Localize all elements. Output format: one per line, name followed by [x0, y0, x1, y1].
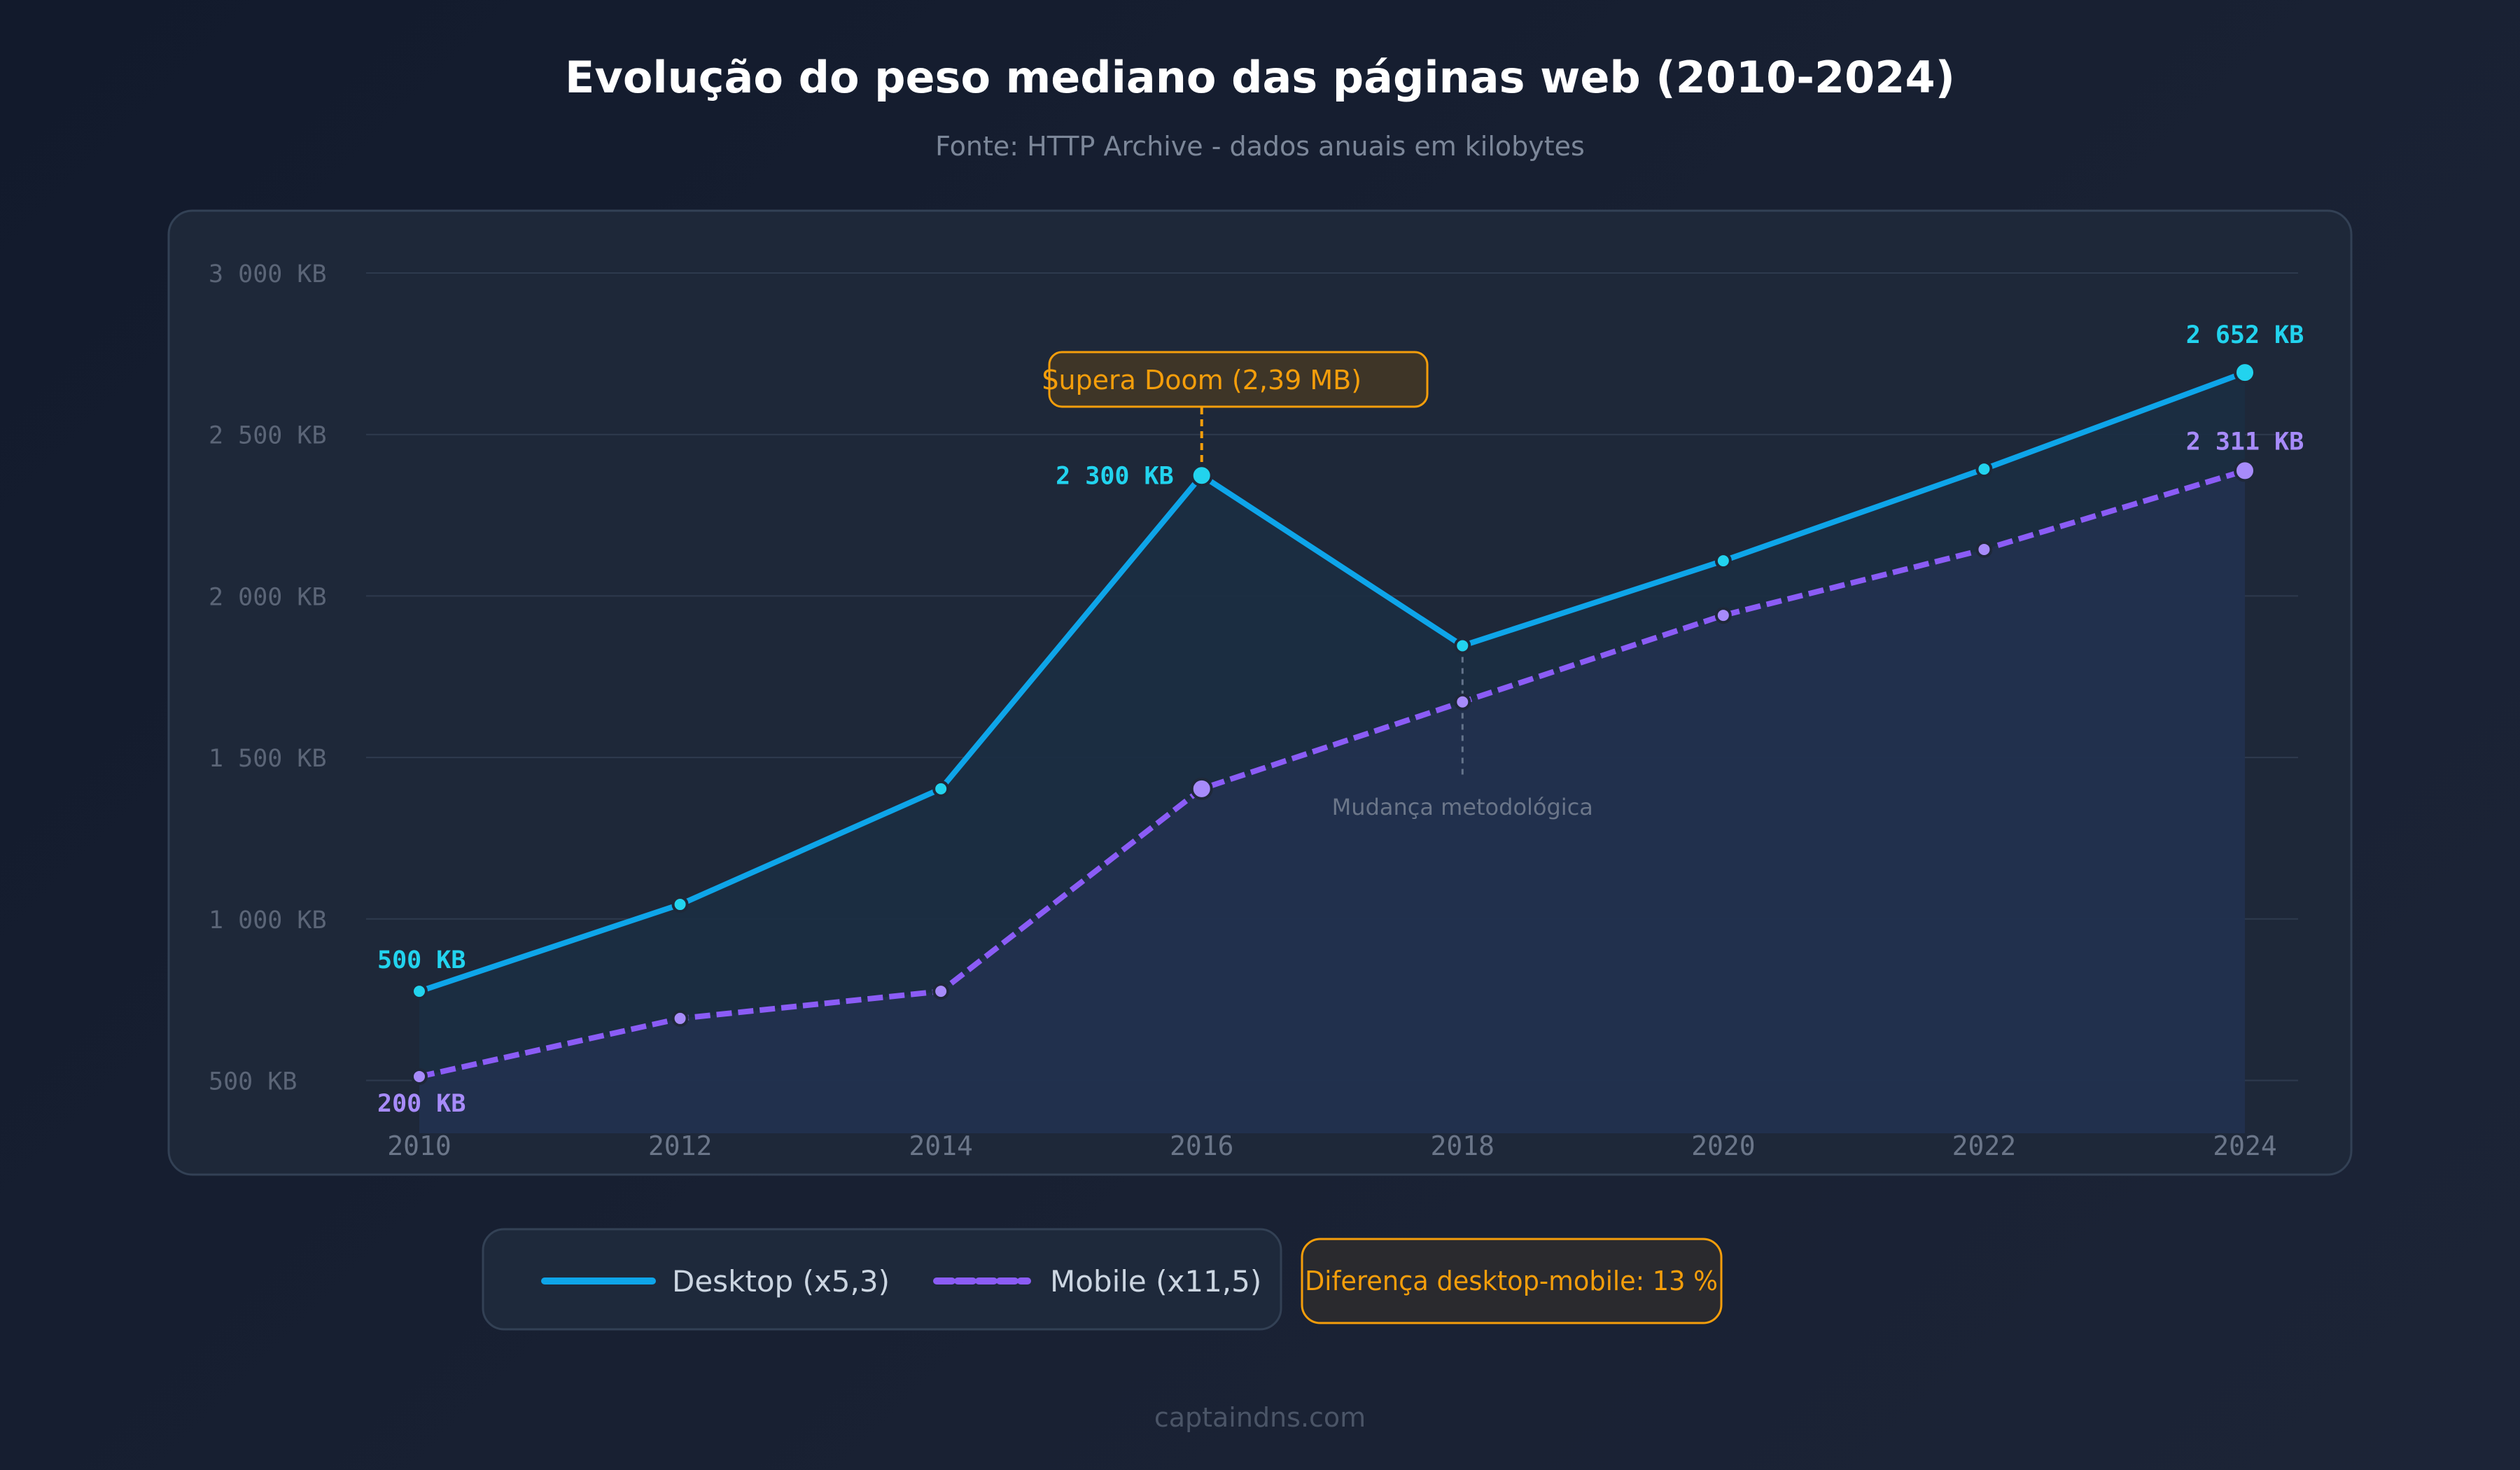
- y-tick-label: 1 000 KB: [209, 906, 327, 934]
- data-point: [1975, 461, 1993, 478]
- data-point: [671, 896, 689, 913]
- x-tick-label: 2020: [1691, 1130, 1756, 1161]
- legend: Desktop (x5,3) Mobile (x11,5): [482, 1228, 1282, 1331]
- data-label: 500 KB: [377, 946, 465, 974]
- data-point: [932, 780, 950, 797]
- x-tick-label: 2016: [1170, 1130, 1234, 1161]
- footer-watermark: captaindns.com: [1154, 1402, 1366, 1433]
- annotation-box: [1048, 351, 1429, 408]
- chart-subtitle: Fonte: HTTP Archive - dados anuais em ki…: [935, 131, 1585, 162]
- chart-title: Evolução do peso mediano das páginas web…: [565, 52, 1955, 103]
- data-label: 2 311 KB: [2186, 428, 2304, 456]
- legend-desktop-label: Desktop (x5,3): [672, 1264, 890, 1298]
- data-point: [1454, 693, 1471, 710]
- y-tick-label: 2 500 KB: [209, 422, 327, 450]
- difference-badge: Diferença desktop-mobile: 13 %: [1301, 1238, 1723, 1324]
- data-point: [1714, 607, 1732, 624]
- data-point: [1975, 540, 1993, 558]
- data-point: [1714, 552, 1732, 570]
- data-point: [932, 983, 950, 1000]
- data-point: [2234, 459, 2256, 482]
- y-tick-label: 3 000 KB: [209, 260, 327, 288]
- y-tick-label: 1 500 KB: [209, 745, 327, 773]
- data-label: 200 KB: [377, 1090, 465, 1118]
- x-tick-label: 2010: [387, 1130, 451, 1161]
- data-point: [1190, 777, 1213, 800]
- x-tick-label: 2012: [648, 1130, 713, 1161]
- data-point: [2234, 361, 2256, 384]
- x-tick-label: 2018: [1431, 1130, 1495, 1161]
- y-tick-label: 500 KB: [209, 1068, 297, 1096]
- x-tick-label: 2014: [909, 1130, 973, 1161]
- data-point: [1454, 637, 1471, 654]
- data-point: [411, 983, 428, 1000]
- series-area-1: [419, 470, 2245, 1133]
- series-line-desktop: [418, 370, 2246, 994]
- difference-badge-text: Diferença desktop-mobile: 13 %: [1305, 1266, 1718, 1296]
- data-label: 2 300 KB: [1056, 462, 1174, 490]
- annotation-text: Supera Doom (2,39 MB): [1042, 365, 1362, 396]
- data-label: 2 652 KB: [2186, 321, 2304, 349]
- x-tick-label: 2024: [2213, 1130, 2277, 1161]
- series-line-mobile: [419, 468, 2246, 1079]
- data-point: [671, 1009, 689, 1027]
- x-tick-label: 2022: [1952, 1130, 2017, 1161]
- data-point: [411, 1068, 428, 1085]
- annotation-text: Mudança metodológica: [1332, 794, 1593, 820]
- legend-mobile-label: Mobile (x11,5): [1050, 1264, 1261, 1298]
- data-point: [1190, 464, 1213, 487]
- y-tick-label: 2 000 KB: [209, 583, 327, 611]
